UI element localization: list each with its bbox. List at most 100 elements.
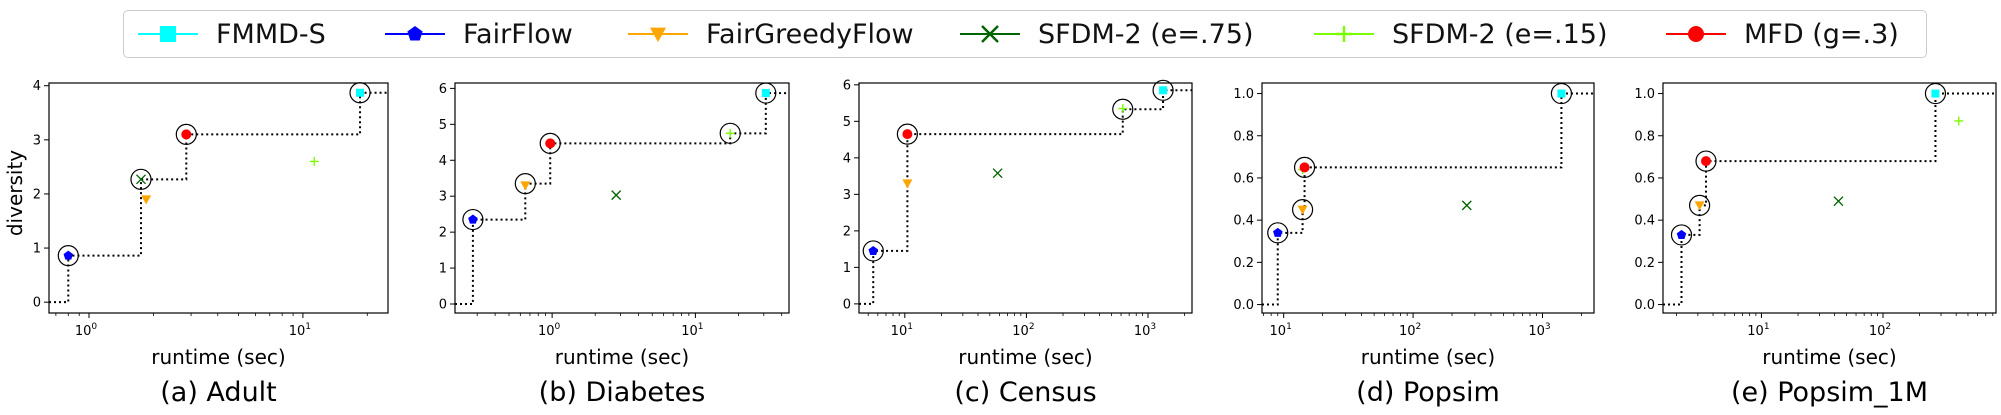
legend-item-fairgreedyflow: FairGreedyFlow bbox=[626, 11, 914, 57]
plot-frame bbox=[1662, 82, 1997, 314]
point-mfd-g-3- bbox=[902, 129, 913, 140]
legend-glyph bbox=[981, 25, 999, 43]
x-tick-label: 101 bbox=[1747, 322, 1769, 339]
legend-marker-fairflow bbox=[385, 26, 445, 41]
x-tick-label: 102 bbox=[1399, 322, 1421, 339]
x-tick-label: 101 bbox=[1270, 322, 1292, 339]
y-tick-label: 0.0 bbox=[1233, 298, 1254, 313]
legend-item-fairflow: FairFlow bbox=[383, 11, 573, 57]
pareto-marker bbox=[57, 245, 79, 267]
x-axis-label: runtime (sec) bbox=[555, 345, 689, 369]
y-tick-label: 4 bbox=[33, 79, 41, 94]
legend-marker-sfdm2-e15 bbox=[1314, 26, 1374, 42]
x-axis-label: runtime (sec) bbox=[1361, 345, 1495, 369]
x-tick-label: 103 bbox=[1134, 322, 1156, 339]
y-tick-label: 0 bbox=[843, 297, 851, 312]
x-tick-label: 102 bbox=[1869, 322, 1891, 339]
pareto-marker bbox=[755, 82, 777, 104]
point-fmmd-s bbox=[1159, 86, 1168, 95]
y-tick-label: 3 bbox=[843, 188, 851, 203]
point-fairflow bbox=[63, 250, 74, 260]
y-tick-label: 0 bbox=[33, 296, 41, 311]
plot-frame bbox=[858, 82, 1193, 314]
legend-label-fairflow: FairFlow bbox=[463, 18, 573, 50]
x-tick-label: 101 bbox=[891, 322, 913, 339]
y-tick-label: 0.4 bbox=[1233, 214, 1254, 229]
legend-item-fmmd-s: FMMD-S bbox=[136, 11, 326, 57]
point-sfdm-2-e-75- bbox=[611, 190, 622, 201]
y-tick-label: 1.0 bbox=[1634, 87, 1655, 102]
y-tick-label: 2 bbox=[439, 226, 447, 241]
y-tick-label: 2 bbox=[843, 224, 851, 239]
y-tick-label: 1.0 bbox=[1233, 87, 1254, 102]
pareto-marker bbox=[514, 173, 536, 195]
y-tick-label: 5 bbox=[439, 118, 447, 133]
y-tick-label: 1 bbox=[439, 262, 447, 277]
panel-2: 0 1 2 3 4 5 6 100 101 runtime (sec) (b) Diabetes bbox=[439, 82, 790, 408]
panel-4: 0.0 0.2 0.4 0.6 0.8 1.0 101 102 103 runtime (sec)… bbox=[1233, 82, 1595, 408]
y-tick-label: 4 bbox=[843, 151, 851, 166]
point-mfd-g-3- bbox=[545, 138, 556, 149]
legend-item-mfd: MFD (g=.3) bbox=[1664, 11, 1899, 57]
point-fmmd-s bbox=[761, 89, 770, 98]
legend-label-sfdm2-e75: SFDM-2 (e=.75) bbox=[1038, 18, 1254, 50]
panel-3: 0 1 2 3 4 5 6 101 102 103 runtime (sec) (c) Census bbox=[843, 78, 1193, 408]
legend-glyph bbox=[1336, 26, 1352, 42]
x-axis-label: runtime (sec) bbox=[1762, 345, 1896, 369]
y-tick-label: 3 bbox=[439, 190, 447, 205]
y-tick-label: 0.6 bbox=[1233, 171, 1254, 186]
panel-title: (b) Diabetes bbox=[539, 377, 706, 408]
point-fairgreedyflow bbox=[141, 195, 152, 205]
y-tick-label: 2 bbox=[33, 187, 41, 202]
y-tick-label: 6 bbox=[439, 82, 447, 97]
x-axis-label: runtime (sec) bbox=[958, 345, 1092, 369]
point-fmmd-s bbox=[1931, 89, 1940, 98]
pareto-marker bbox=[1688, 194, 1711, 216]
y-tick-label: 1 bbox=[33, 242, 41, 257]
point-fairgreedyflow bbox=[1297, 205, 1308, 215]
legend-item-sfdm2-e15: SFDM-2 (e=.15) bbox=[1312, 11, 1608, 57]
point-sfdm-2-e-15- bbox=[1954, 116, 1964, 126]
y-tick-label: 0.8 bbox=[1634, 129, 1655, 144]
point-sfdm-2-e-15- bbox=[1118, 104, 1128, 114]
x-tick-label: 101 bbox=[681, 322, 703, 339]
legend-label-sfdm2-e15: SFDM-2 (e=.15) bbox=[1392, 18, 1608, 50]
point-mfd-g-3- bbox=[1299, 162, 1310, 173]
y-tick-label: 4 bbox=[439, 154, 447, 169]
panel-title: (c) Census bbox=[954, 377, 1096, 408]
point-sfdm-2-e-75- bbox=[1833, 196, 1844, 207]
point-sfdm-2-e-75- bbox=[136, 174, 146, 185]
y-tick-label: 0 bbox=[439, 298, 447, 313]
x-tick-label: 101 bbox=[289, 322, 311, 339]
point-fairflow bbox=[1273, 227, 1283, 237]
pareto-marker bbox=[1291, 199, 1314, 221]
pareto-marker bbox=[1924, 82, 1947, 105]
y-tick-label: 5 bbox=[843, 115, 851, 130]
x-axis-label: runtime (sec) bbox=[151, 345, 285, 369]
x-tick-label: 103 bbox=[1528, 322, 1550, 339]
point-mfd-g-3- bbox=[181, 129, 192, 140]
point-sfdm-2-e-75- bbox=[1461, 200, 1472, 211]
legend-label-mfd: MFD (g=.3) bbox=[1744, 18, 1899, 50]
point-fairflow bbox=[1676, 229, 1687, 239]
legend-glyph bbox=[407, 26, 423, 41]
point-fairflow bbox=[868, 245, 878, 255]
point-fairflow bbox=[468, 214, 478, 224]
point-sfdm-2-e-15- bbox=[309, 156, 319, 166]
pareto-marker bbox=[130, 168, 152, 190]
legend-item-sfdm2-e75: SFDM-2 (e=.75) bbox=[958, 11, 1254, 57]
x-tick-label: 100 bbox=[75, 322, 98, 339]
pareto-marker bbox=[1550, 82, 1573, 105]
legend-glyph bbox=[160, 26, 176, 42]
pareto-staircase bbox=[859, 89, 1192, 305]
x-tick-label: 100 bbox=[538, 322, 561, 339]
legend-glyph bbox=[1688, 26, 1704, 42]
pareto-marker bbox=[1293, 156, 1316, 179]
pareto-marker bbox=[462, 208, 484, 231]
panel-title: (a) Adult bbox=[160, 377, 277, 408]
pareto-staircase bbox=[455, 92, 789, 306]
y-tick-label: 6 bbox=[843, 78, 851, 93]
legend-marker-fmmd-s bbox=[138, 26, 198, 42]
pareto-marker bbox=[1112, 98, 1134, 120]
